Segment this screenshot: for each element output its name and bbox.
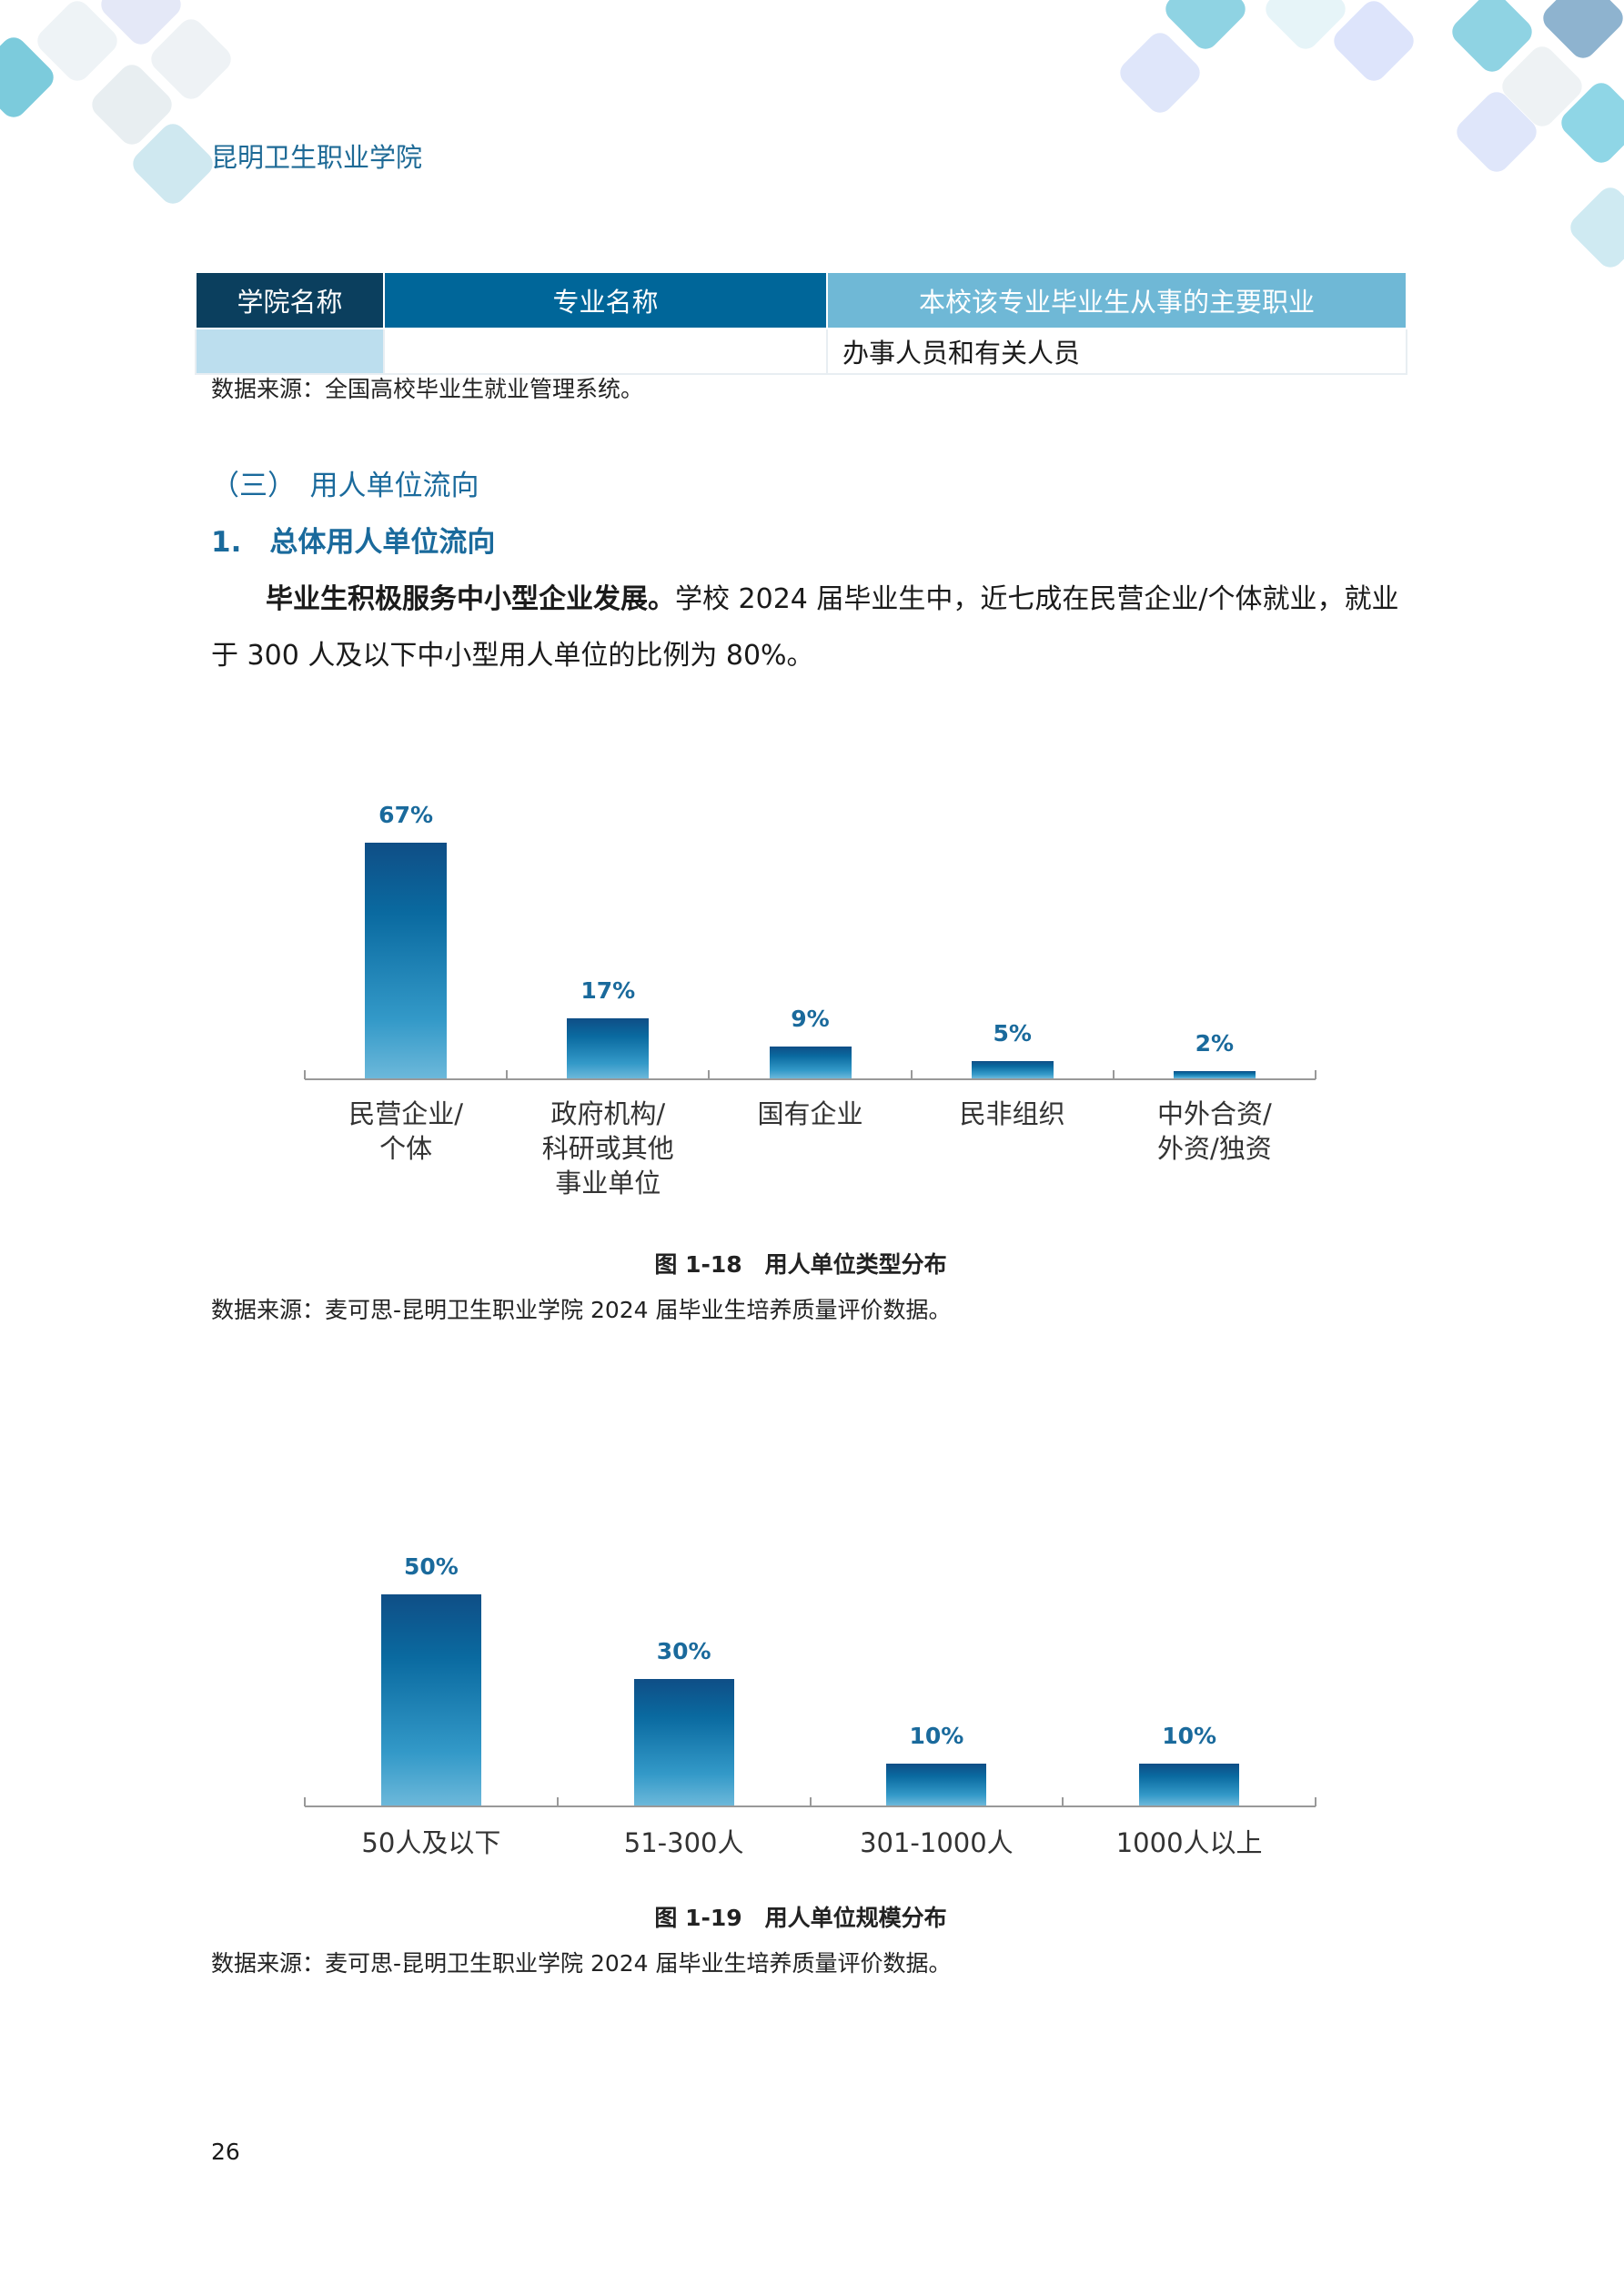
data-label: 10% [1162,1722,1217,1749]
data-label: 5% [993,1019,1032,1047]
table-source: 数据来源：全国高校毕业生就业管理系统。 [211,376,644,402]
school-name-header: 昆明卫生职业学院 [211,142,423,173]
figure-caption-1-19: 图 1-19 用人单位规模分布 [654,1905,947,1931]
page-number: 26 [211,2139,240,2165]
bar [567,1018,650,1078]
category-label: 1000人以上 [1115,1827,1263,1858]
axis-tick [809,1797,812,1806]
axis-tick [1112,1070,1115,1079]
data-label: 50% [403,1553,459,1580]
category-label: 民营企业/ 个体 [348,1098,463,1164]
category-label: 政府机构/ 科研或其他 事业单位 [541,1098,674,1199]
major-occupation-table: 学院名称 专业名称 本校该专业毕业生从事的主要职业 办事人员和有关人员 [195,271,1407,375]
section-heading: （三） 用人单位流向 [211,470,479,502]
data-label: 9% [791,1006,830,1033]
axis-tick [506,1070,509,1079]
body-paragraph: 毕业生积极服务中小型企业发展。学校 2024 届毕业生中，近七成在民营企业/个体… [211,571,1412,684]
data-label: 67% [378,801,434,828]
bar [769,1047,852,1078]
bar [633,1678,734,1805]
axis-tick [708,1070,711,1079]
col-header-major: 专业名称 [383,271,828,329]
bar [886,1763,987,1805]
category-label: 301-1000人 [860,1827,1014,1858]
category-label: 民非组织 [959,1098,1065,1129]
axis-tick [556,1797,559,1806]
cell-college [195,328,385,375]
table-row: 办事人员和有关人员 [195,328,1407,375]
category-label: 国有企业 [757,1098,863,1129]
chart2-source: 数据来源：麦可思-昆明卫生职业学院 2024 届毕业生培养质量评价数据。 [211,1950,952,1977]
cell-major [383,328,828,375]
col-header-occupation: 本校该专业毕业生从事的主要职业 [826,271,1407,329]
figure-caption-1-18: 图 1-18 用人单位类型分布 [654,1251,947,1278]
axis-tick [1315,1797,1316,1806]
x-axis [305,1078,1316,1080]
paragraph-emphasis: 毕业生积极服务中小型企业发展。 [266,583,675,615]
cell-occupation: 办事人员和有关人员 [826,328,1407,375]
axis-tick [304,1070,306,1079]
category-label: 51-300人 [623,1827,744,1858]
paragraph-text: 学校 2024 届毕业生中，近七成在民营企业/个体就业，就业于 300 人及以下… [211,583,1399,672]
axis-tick [1062,1797,1064,1806]
bar [971,1060,1054,1078]
bar [380,1594,481,1805]
employer-size-chart: 50% 50人及以下 30% 51-300人 10% 301-1000人 10% 1000人以… [304,1553,1316,1858]
bar [365,842,448,1078]
data-label: 2% [1195,1030,1235,1057]
bar [1139,1763,1240,1805]
axis-tick [304,1797,306,1806]
category-label: 中外合资/ 外资/独资 [1157,1098,1272,1164]
data-label: 30% [656,1637,711,1664]
col-header-college: 学院名称 [195,271,385,329]
employer-type-chart: 67% 民营企业/ 个体 17% 政府机构/ 科研或其他 事业单位 9% 国有企业 5% 民非… [304,801,1316,1199]
chart1-source: 数据来源：麦可思-昆明卫生职业学院 2024 届毕业生培养质量评价数据。 [211,1297,952,1323]
data-label: 17% [580,977,636,1005]
x-axis [305,1805,1316,1807]
axis-tick [910,1070,913,1079]
subsection-heading: 1. 总体用人单位流向 [211,526,496,559]
bar [1173,1071,1256,1078]
category-label: 50人及以下 [361,1827,501,1858]
data-label: 10% [909,1722,964,1749]
axis-tick [1315,1070,1316,1079]
